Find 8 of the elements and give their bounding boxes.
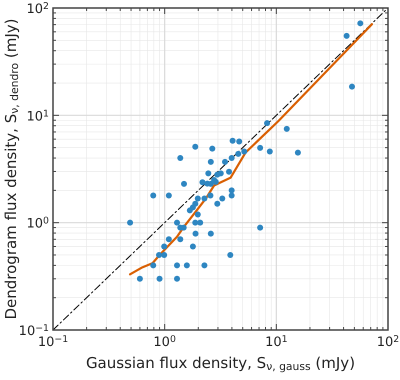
- y-tick-label: 10$^{0}$: [26, 216, 50, 232]
- x-tick-label: 10$^{2}$: [376, 334, 400, 350]
- y-tick-label: 10$^{1}$: [26, 108, 50, 124]
- x-tick-label: 10$^{−1}$: [38, 334, 68, 350]
- x-tick-label: 10$^{0}$: [153, 334, 176, 350]
- x-tick-label: 10$^{1}$: [265, 334, 288, 350]
- x-axis-title: Gaussian flux density, S$_{ν, gauss}$ (mJy): [86, 354, 356, 374]
- y-tick-label: 10$^{2}$: [26, 1, 50, 17]
